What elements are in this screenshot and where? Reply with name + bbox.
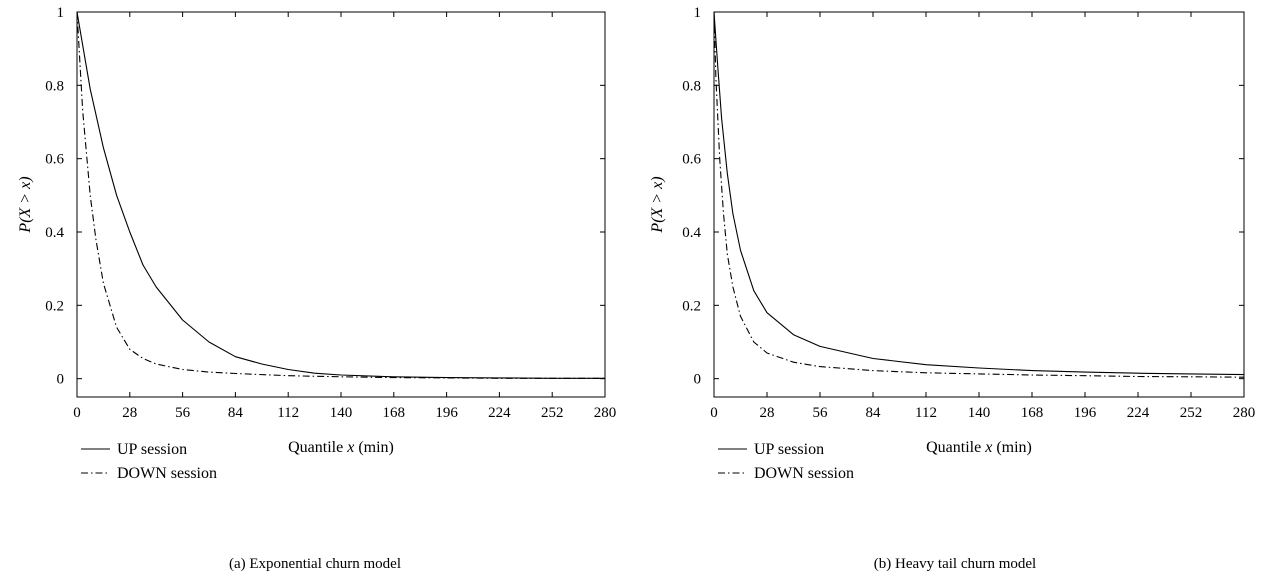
chart-panel-1: 0 28 56 84 112 140 168 196 224 252 280 0 0.2 0.4 0.6 0.…: [649, 5, 1255, 572]
y-tick-label: 1: [57, 5, 65, 21]
legend-label: UP session: [117, 441, 187, 458]
x-axis-title-variable: x: [984, 439, 992, 456]
x-tick-label: 56: [813, 405, 829, 421]
y-axis-title: P(X > x): [17, 176, 34, 233]
y-tick-label: 0.4: [682, 225, 701, 241]
series-line-down-session: [76, 11, 605, 379]
chart-panel-0: 0 28 56 84 112 140 168 196 224 252 280 0 0.2 0.4 0.6 0.…: [17, 5, 616, 572]
x-tick-label: 84: [866, 405, 882, 421]
x-tick-label: 252: [1180, 405, 1203, 421]
y-tick-label: 0.6: [682, 152, 701, 168]
plot-frame: [713, 11, 1245, 398]
x-tick-label: 0: [710, 405, 718, 421]
series-line-up-session: [76, 11, 605, 379]
x-tick-label: 84: [228, 405, 244, 421]
x-tick-label: 140: [968, 405, 991, 421]
x-axis-title-suffix: (min): [354, 439, 394, 456]
x-tick-label: 112: [915, 405, 937, 421]
y-tick-label: 0.8: [45, 78, 64, 94]
legend-label: DOWN session: [117, 465, 217, 482]
y-axis-title: P(X > x): [649, 176, 666, 233]
y-tick-label: 0.2: [682, 298, 701, 314]
plot-frame: [76, 11, 606, 398]
panel-caption: (a) Exponential churn model: [229, 556, 401, 572]
y-tick-label: 0.2: [45, 298, 64, 314]
x-tick-label: 224: [488, 405, 511, 421]
y-tick-label: 0.6: [45, 152, 64, 168]
x-axis-title: Quantile x (min): [288, 439, 394, 456]
x-tick-label: 252: [541, 405, 564, 421]
y-tick-label: 0: [694, 372, 702, 388]
x-axis-title-variable: x: [346, 439, 354, 456]
x-tick-label: 140: [330, 405, 353, 421]
x-axis-title-suffix: (min): [992, 439, 1032, 456]
legend-label: UP session: [754, 441, 824, 458]
x-tick-label: 280: [594, 405, 617, 421]
x-tick-label: 196: [1074, 405, 1097, 421]
x-tick-label: 28: [122, 405, 137, 421]
series-line-up-session: [713, 11, 1245, 376]
x-tick-label: 0: [73, 405, 81, 421]
x-tick-label: 56: [175, 405, 191, 421]
x-tick-label: 112: [277, 405, 299, 421]
x-axis-title-prefix: Quantile: [926, 439, 985, 456]
y-tick-label: 0.4: [45, 225, 64, 241]
series-line-down-session: [713, 11, 1245, 378]
x-axis-title-prefix: Quantile: [288, 439, 347, 456]
y-tick-label: 0.8: [682, 78, 701, 94]
y-tick-label: 0: [57, 372, 65, 388]
x-tick-label: 28: [760, 405, 775, 421]
panel-caption: (b) Heavy tail churn model: [874, 556, 1036, 572]
x-tick-label: 224: [1127, 405, 1150, 421]
x-tick-label: 280: [1233, 405, 1256, 421]
x-axis-title: Quantile x (min): [926, 439, 1032, 456]
x-tick-label: 168: [383, 405, 406, 421]
x-tick-label: 196: [435, 405, 458, 421]
legend-label: DOWN session: [754, 465, 854, 482]
y-tick-label: 1: [694, 5, 702, 21]
x-tick-label: 168: [1021, 405, 1044, 421]
